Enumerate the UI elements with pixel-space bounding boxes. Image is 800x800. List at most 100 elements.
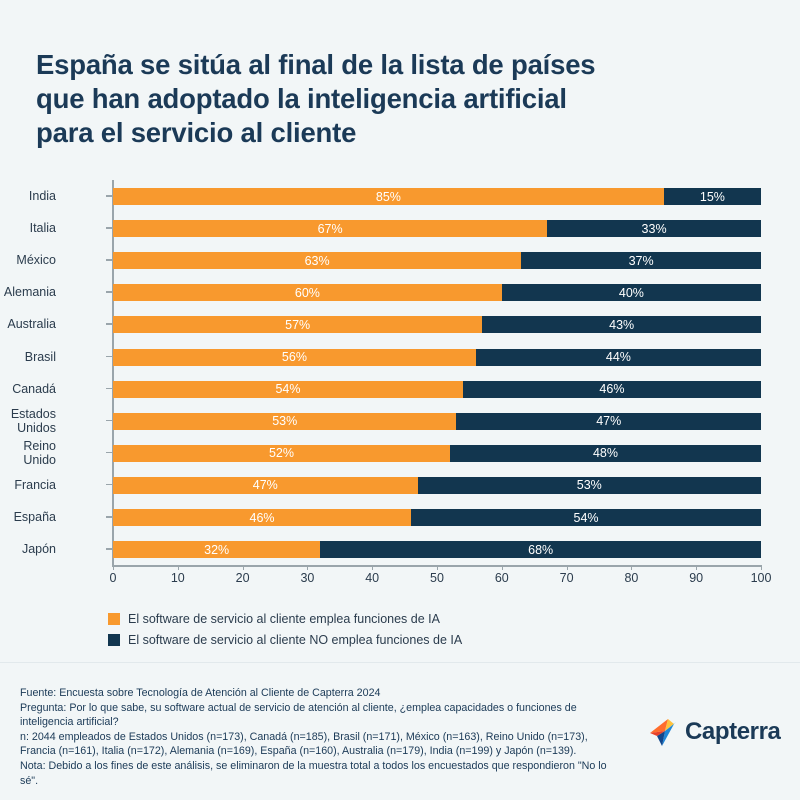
x-axis-tick <box>696 565 698 570</box>
legend-item-ai-no[interactable]: El software de servicio al cliente NO em… <box>108 629 708 650</box>
bar-segment-ai-yes[interactable]: 67% <box>113 220 548 238</box>
bar-segment-ai-no[interactable]: 40% <box>501 284 761 302</box>
chart-legend: El software de servicio al cliente emple… <box>108 608 708 650</box>
y-axis-tick <box>106 227 112 229</box>
bar-value-label-ai-no: 54% <box>573 510 599 525</box>
x-axis-tick <box>242 565 244 570</box>
chart-row: Alemania 60% 40% <box>0 276 800 308</box>
x-axis-tick <box>372 565 374 570</box>
category-label-line2: Unidos <box>17 420 56 435</box>
x-axis-tick-label: 30 <box>300 571 315 585</box>
capterra-logo[interactable]: Capterra <box>648 710 788 754</box>
category-label-line1: Estados <box>10 406 56 421</box>
title-line-3: para el servicio al cliente <box>36 117 357 148</box>
x-axis-tick-label: 90 <box>689 571 704 585</box>
stacked-bar: 60% 40% <box>113 284 761 302</box>
category-label-line1: Canadá <box>12 381 56 396</box>
bar-value-label-ai-no: 37% <box>628 253 654 268</box>
category-label-line1: México <box>16 253 56 268</box>
category-label-line1: Reino <box>23 438 56 453</box>
x-axis-tick-label: 100 <box>750 571 772 585</box>
bar-value-label-ai-no: 44% <box>605 350 631 364</box>
x-axis-tick-label: 0 <box>109 571 117 585</box>
x-axis-tick <box>761 565 762 570</box>
bar-segment-ai-no[interactable]: 47% <box>456 412 761 430</box>
category-label-line1: Italia <box>29 221 56 236</box>
stacked-bar: 47% 53% <box>113 476 761 494</box>
category-label-line1: Alemania <box>3 285 56 300</box>
category-label-line1: Francia <box>14 477 56 492</box>
footer-sample: n: 2044 empleados de Estados Unidos (n=1… <box>20 730 588 758</box>
bar-value-label-ai-yes: 60% <box>294 285 320 300</box>
category-label: España <box>0 510 56 524</box>
stacked-bar: 63% 37% <box>113 252 761 270</box>
category-label-line1: Brasil <box>24 349 56 364</box>
y-axis-tick <box>106 195 112 197</box>
bar-segment-ai-no[interactable]: 68% <box>320 541 761 559</box>
category-label: Japón <box>0 542 56 556</box>
bar-segment-ai-no[interactable]: 54% <box>411 509 761 526</box>
bar-value-label-ai-yes: 46% <box>249 510 275 525</box>
x-axis-tick <box>307 565 309 570</box>
chart-row: Japón 32% 68% <box>0 533 800 565</box>
category-label: Francia <box>0 478 56 492</box>
stacked-bar: 46% 54% <box>113 509 761 526</box>
bar-value-label-ai-yes: 32% <box>204 542 230 557</box>
capterra-paper-plane-icon <box>650 719 676 746</box>
bar-value-label-ai-yes: 52% <box>268 446 294 461</box>
bar-segment-ai-yes[interactable]: 85% <box>113 188 664 205</box>
category-label-line1: Japón <box>21 542 56 557</box>
page-title: España se sitúa al final de la lista de … <box>36 48 766 150</box>
x-axis-tick-label: 60 <box>494 571 509 585</box>
footer-note: Nota: Debido a los fines de este análisi… <box>20 759 607 787</box>
legend-item-ai-yes[interactable]: El software de servicio al cliente emple… <box>108 608 708 629</box>
bar-segment-ai-no[interactable]: 15% <box>663 188 761 205</box>
bar-segment-ai-yes[interactable]: 46% <box>113 509 412 526</box>
bar-segment-ai-yes[interactable]: 57% <box>113 316 483 334</box>
bar-segment-ai-yes[interactable]: 56% <box>113 348 476 366</box>
bar-value-label-ai-no: 40% <box>618 285 644 300</box>
category-label-line2: Unido <box>23 452 56 467</box>
x-axis-tick-label: 70 <box>559 571 574 585</box>
legend-swatch-icon-ai-yes <box>108 612 120 625</box>
bar-segment-ai-no[interactable]: 44% <box>475 348 761 366</box>
bar-segment-ai-yes[interactable]: 54% <box>113 380 463 398</box>
y-axis-tick <box>106 355 112 357</box>
bar-segment-ai-yes[interactable]: 32% <box>113 541 321 559</box>
bar-segment-ai-yes[interactable]: 63% <box>113 252 522 270</box>
bar-value-label-ai-no: 47% <box>596 414 622 429</box>
bar-segment-ai-no[interactable]: 46% <box>462 380 761 398</box>
bar-segment-ai-no[interactable]: 43% <box>482 316 761 334</box>
bar-segment-ai-yes[interactable]: 47% <box>113 476 418 494</box>
bar-segment-ai-yes[interactable]: 60% <box>113 284 502 302</box>
chart-row: Estados Unidos 53% 47% <box>0 405 800 437</box>
plot-area <box>113 180 761 565</box>
bar-segment-ai-no[interactable]: 48% <box>449 444 761 462</box>
stacked-bar: 54% 46% <box>113 380 761 398</box>
category-label: Canadá <box>0 382 56 396</box>
category-label: Australia <box>0 317 56 331</box>
stacked-bar-chart: India 85% 15% Italia 67% 33% México 63% 37% Alema… <box>0 180 800 585</box>
category-label: Estados Unidos <box>0 407 56 435</box>
bar-value-label-ai-yes: 85% <box>375 189 401 204</box>
x-axis-tick-label: 80 <box>624 571 639 585</box>
legend-swatch-icon-ai-no <box>108 633 120 646</box>
bar-value-label-ai-yes: 67% <box>317 221 343 236</box>
stacked-bar: 57% 43% <box>113 316 761 334</box>
bar-segment-ai-yes[interactable]: 53% <box>113 412 457 430</box>
x-axis-tick <box>113 565 114 570</box>
bar-value-label-ai-yes: 56% <box>281 350 307 364</box>
bar-value-label-ai-no: 43% <box>609 317 635 332</box>
chart-row: Francia 47% 53% <box>0 469 800 501</box>
bar-segment-ai-no[interactable]: 53% <box>417 476 761 494</box>
bar-value-label-ai-yes: 63% <box>304 253 330 268</box>
x-axis-tick-label: 20 <box>235 571 250 585</box>
footer-divider <box>0 662 800 663</box>
x-axis-tick <box>177 565 179 570</box>
bar-segment-ai-no[interactable]: 33% <box>547 220 761 238</box>
category-label: México <box>0 253 56 267</box>
chart-row: Australia 57% 43% <box>0 308 800 340</box>
bar-segment-ai-yes[interactable]: 52% <box>113 444 450 462</box>
x-axis-tick <box>437 565 438 570</box>
bar-segment-ai-no[interactable]: 37% <box>521 252 761 270</box>
